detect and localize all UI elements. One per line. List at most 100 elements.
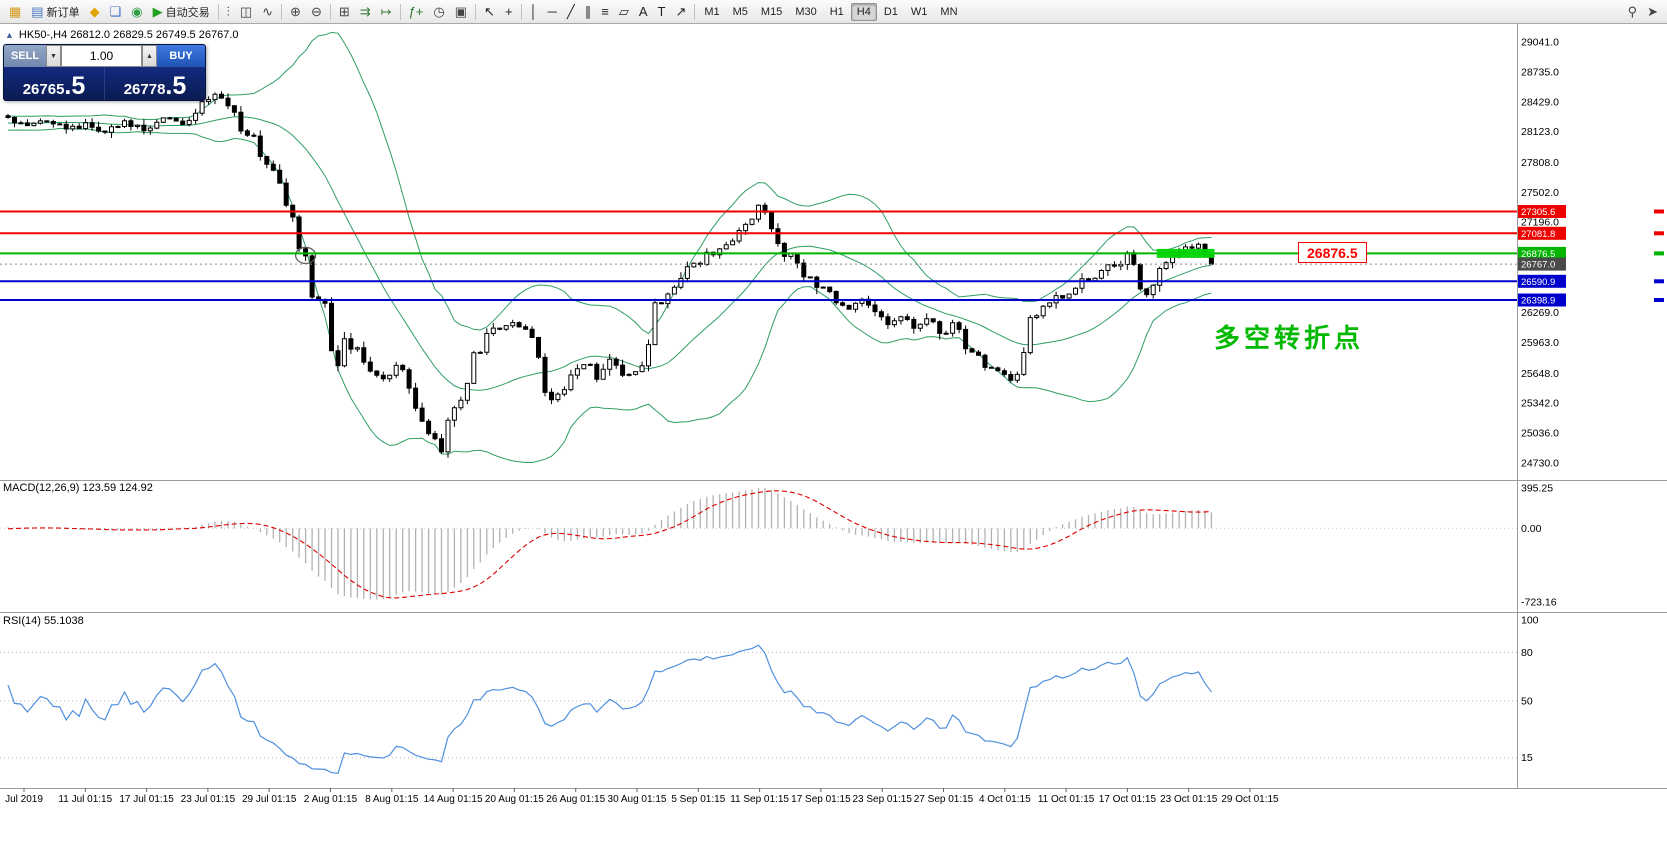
cursor-icon: ↖	[484, 4, 495, 19]
timeframe-h4-button[interactable]: H4	[850, 2, 877, 21]
sell-price[interactable]: 26765 .5	[4, 67, 104, 100]
svg-text:29 Oct 01:15: 29 Oct 01:15	[1221, 794, 1279, 805]
zoom-out-icon: ⊖	[310, 4, 322, 19]
svg-text:24730.0: 24730.0	[1521, 458, 1559, 470]
ellipse-marker[interactable]	[295, 246, 317, 264]
timeframe-h1-button[interactable]: H1	[829, 5, 844, 18]
collapse-panel-icon[interactable]: ▲	[5, 30, 14, 40]
timeframe-d1-button[interactable]: D1	[883, 5, 898, 18]
bar-chart-icon[interactable]: ⫶	[222, 2, 235, 22]
volume-input[interactable]: 1.00	[61, 45, 142, 67]
chart-title: ▲ HK50-,H4 26812.0 26829.5 26749.5 26767…	[5, 29, 239, 41]
price-chart[interactable]: 29041.0 28735.0 28429.0 28123.0 27808.0 27502…	[0, 24, 1667, 860]
svg-text:11 Sep 01:15: 11 Sep 01:15	[730, 794, 789, 805]
shapes-icon[interactable]: ▱	[614, 2, 634, 22]
crosshair-icon[interactable]: +	[500, 2, 518, 22]
timeframe-mn-button[interactable]: MN	[940, 5, 958, 18]
sell-button[interactable]: SELL	[4, 45, 46, 67]
vertical-line-icon[interactable]: │	[525, 2, 543, 22]
svg-text:25963.0: 25963.0	[1521, 337, 1559, 349]
svg-text:4 Oct 01:15: 4 Oct 01:15	[979, 794, 1031, 805]
volume-down-button[interactable]: ▼	[46, 45, 61, 67]
periods-icon[interactable]: ◷	[428, 2, 449, 22]
timeframe-w1-button[interactable]: W1	[910, 5, 928, 18]
symbol-search-icon[interactable]: ⚲	[1623, 2, 1643, 22]
new-order-button[interactable]: ▤ 新订单	[26, 2, 84, 22]
quick-nav-icon: ➤	[1647, 4, 1658, 19]
buy-button[interactable]: BUY	[157, 45, 205, 67]
svg-text:27808.0: 27808.0	[1521, 157, 1559, 169]
one-click-trading-panel: SELL ▼ 1.00 ▲ BUY 26765 .5 26778 .5	[3, 44, 206, 101]
zoom-out-icon[interactable]: ⊖	[306, 2, 327, 22]
svg-text:27196.0: 27196.0	[1521, 217, 1559, 229]
zoom-in-icon[interactable]: ⊕	[285, 2, 306, 22]
zoom-in-icon: ⊕	[290, 4, 301, 19]
profiles-icon[interactable]: ◆	[85, 2, 105, 22]
svg-text:28123.0: 28123.0	[1521, 126, 1559, 138]
timeframe-m1-button[interactable]: M1	[704, 5, 720, 18]
timeframe-m5-button[interactable]: M5	[732, 5, 748, 18]
label-icon[interactable]: T	[652, 2, 670, 22]
indicators-icon[interactable]: ƒ+	[404, 2, 429, 22]
arrows-icon[interactable]: ↗	[670, 2, 691, 22]
templates-icon[interactable]: ▣	[450, 2, 472, 22]
refresh-icon: ◉	[131, 4, 143, 19]
horizontal-line-icon: ─	[547, 4, 557, 19]
new-order-button: ▤	[31, 4, 44, 19]
volume-up-button[interactable]: ▲	[142, 45, 157, 67]
cursor-icon[interactable]: ↖	[479, 2, 500, 22]
rsi-indicator: 100 80 50 15	[0, 615, 1539, 775]
app-icon: ▦	[9, 4, 22, 19]
timeframe-m30-button[interactable]: M30	[795, 5, 817, 18]
price-axis[interactable]: 29041.0 28735.0 28429.0 28123.0 27808.0 27502…	[1521, 37, 1559, 470]
text-icon[interactable]: A	[634, 2, 653, 22]
timeframe-m15-button[interactable]: M15	[760, 5, 783, 18]
fibonacci-icon[interactable]: ≡	[596, 2, 614, 22]
chart-annotation-text[interactable]: 多空转折点	[1214, 323, 1365, 353]
horizontal-line-icon[interactable]: ─	[543, 2, 562, 22]
macd-indicator: 395.25 0.00 -723.16	[0, 483, 1557, 609]
svg-text:80: 80	[1521, 647, 1533, 659]
svg-text:26876.5: 26876.5	[1521, 249, 1555, 260]
autotrading-button[interactable]: ▶ 自动交易	[148, 2, 215, 22]
tile-windows-icon[interactable]: ⊞	[334, 2, 355, 22]
chart-shift-icon: ↦	[380, 4, 392, 19]
text-icon: A	[638, 4, 648, 19]
channel-icon[interactable]: ∥	[580, 2, 597, 22]
svg-text:11 Oct 01:15: 11 Oct 01:15	[1038, 794, 1095, 805]
buy-price[interactable]: 26778 .5	[104, 67, 205, 100]
horizontal-level-lines[interactable]	[0, 209, 1664, 303]
quick-nav-icon[interactable]: ➤	[1642, 2, 1663, 22]
line-chart-icon[interactable]: ∿	[257, 2, 278, 22]
templates-icon: ▣	[454, 4, 468, 19]
channel-icon: ∥	[584, 4, 592, 19]
refresh-icon[interactable]: ◉	[126, 2, 147, 22]
price-tags: 27305.6 27081.8 26876.5 26590.9 26398.9 26767…	[1518, 205, 1566, 307]
svg-text:15: 15	[1521, 752, 1533, 764]
svg-text:2 Aug 01:15: 2 Aug 01:15	[304, 794, 358, 805]
svg-text:100: 100	[1521, 615, 1539, 627]
svg-text:25342.0: 25342.0	[1521, 398, 1559, 410]
candlestick-chart-icon[interactable]: ◫	[235, 2, 257, 22]
svg-text:27502.0: 27502.0	[1521, 187, 1559, 199]
svg-text:26767.0: 26767.0	[1521, 260, 1555, 271]
price-callout-box[interactable]: 26876.5	[1298, 242, 1367, 264]
toolbar-separator	[399, 3, 401, 20]
arrows-icon: ↗	[675, 4, 687, 19]
svg-text:Jul 2019: Jul 2019	[5, 794, 43, 805]
chart-shift-icon[interactable]: ↦	[376, 2, 397, 22]
svg-text:29041.0: 29041.0	[1521, 37, 1559, 49]
sell-price-fraction: .5	[64, 71, 86, 100]
highlight-zone[interactable]	[1156, 248, 1215, 258]
auto-scroll-icon[interactable]: ⇉	[355, 2, 376, 22]
fibonacci-icon: ≡	[601, 4, 609, 19]
toolbar-separator	[329, 3, 331, 20]
charts-grid-icon[interactable]: ❏	[105, 2, 127, 22]
svg-text:28735.0: 28735.0	[1521, 66, 1559, 78]
svg-text:5 Sep 01:15: 5 Sep 01:15	[671, 794, 725, 805]
trendline-icon[interactable]: ╱	[562, 2, 580, 22]
time-axis[interactable]: Jul 2019 11 Jul 01:15 17 Jul 01:15 23 Jul 0…	[5, 788, 1279, 805]
svg-text:30 Aug 01:15: 30 Aug 01:15	[608, 794, 667, 805]
indicators-icon: ƒ+	[408, 4, 424, 19]
app-icon[interactable]: ▦	[4, 2, 26, 22]
